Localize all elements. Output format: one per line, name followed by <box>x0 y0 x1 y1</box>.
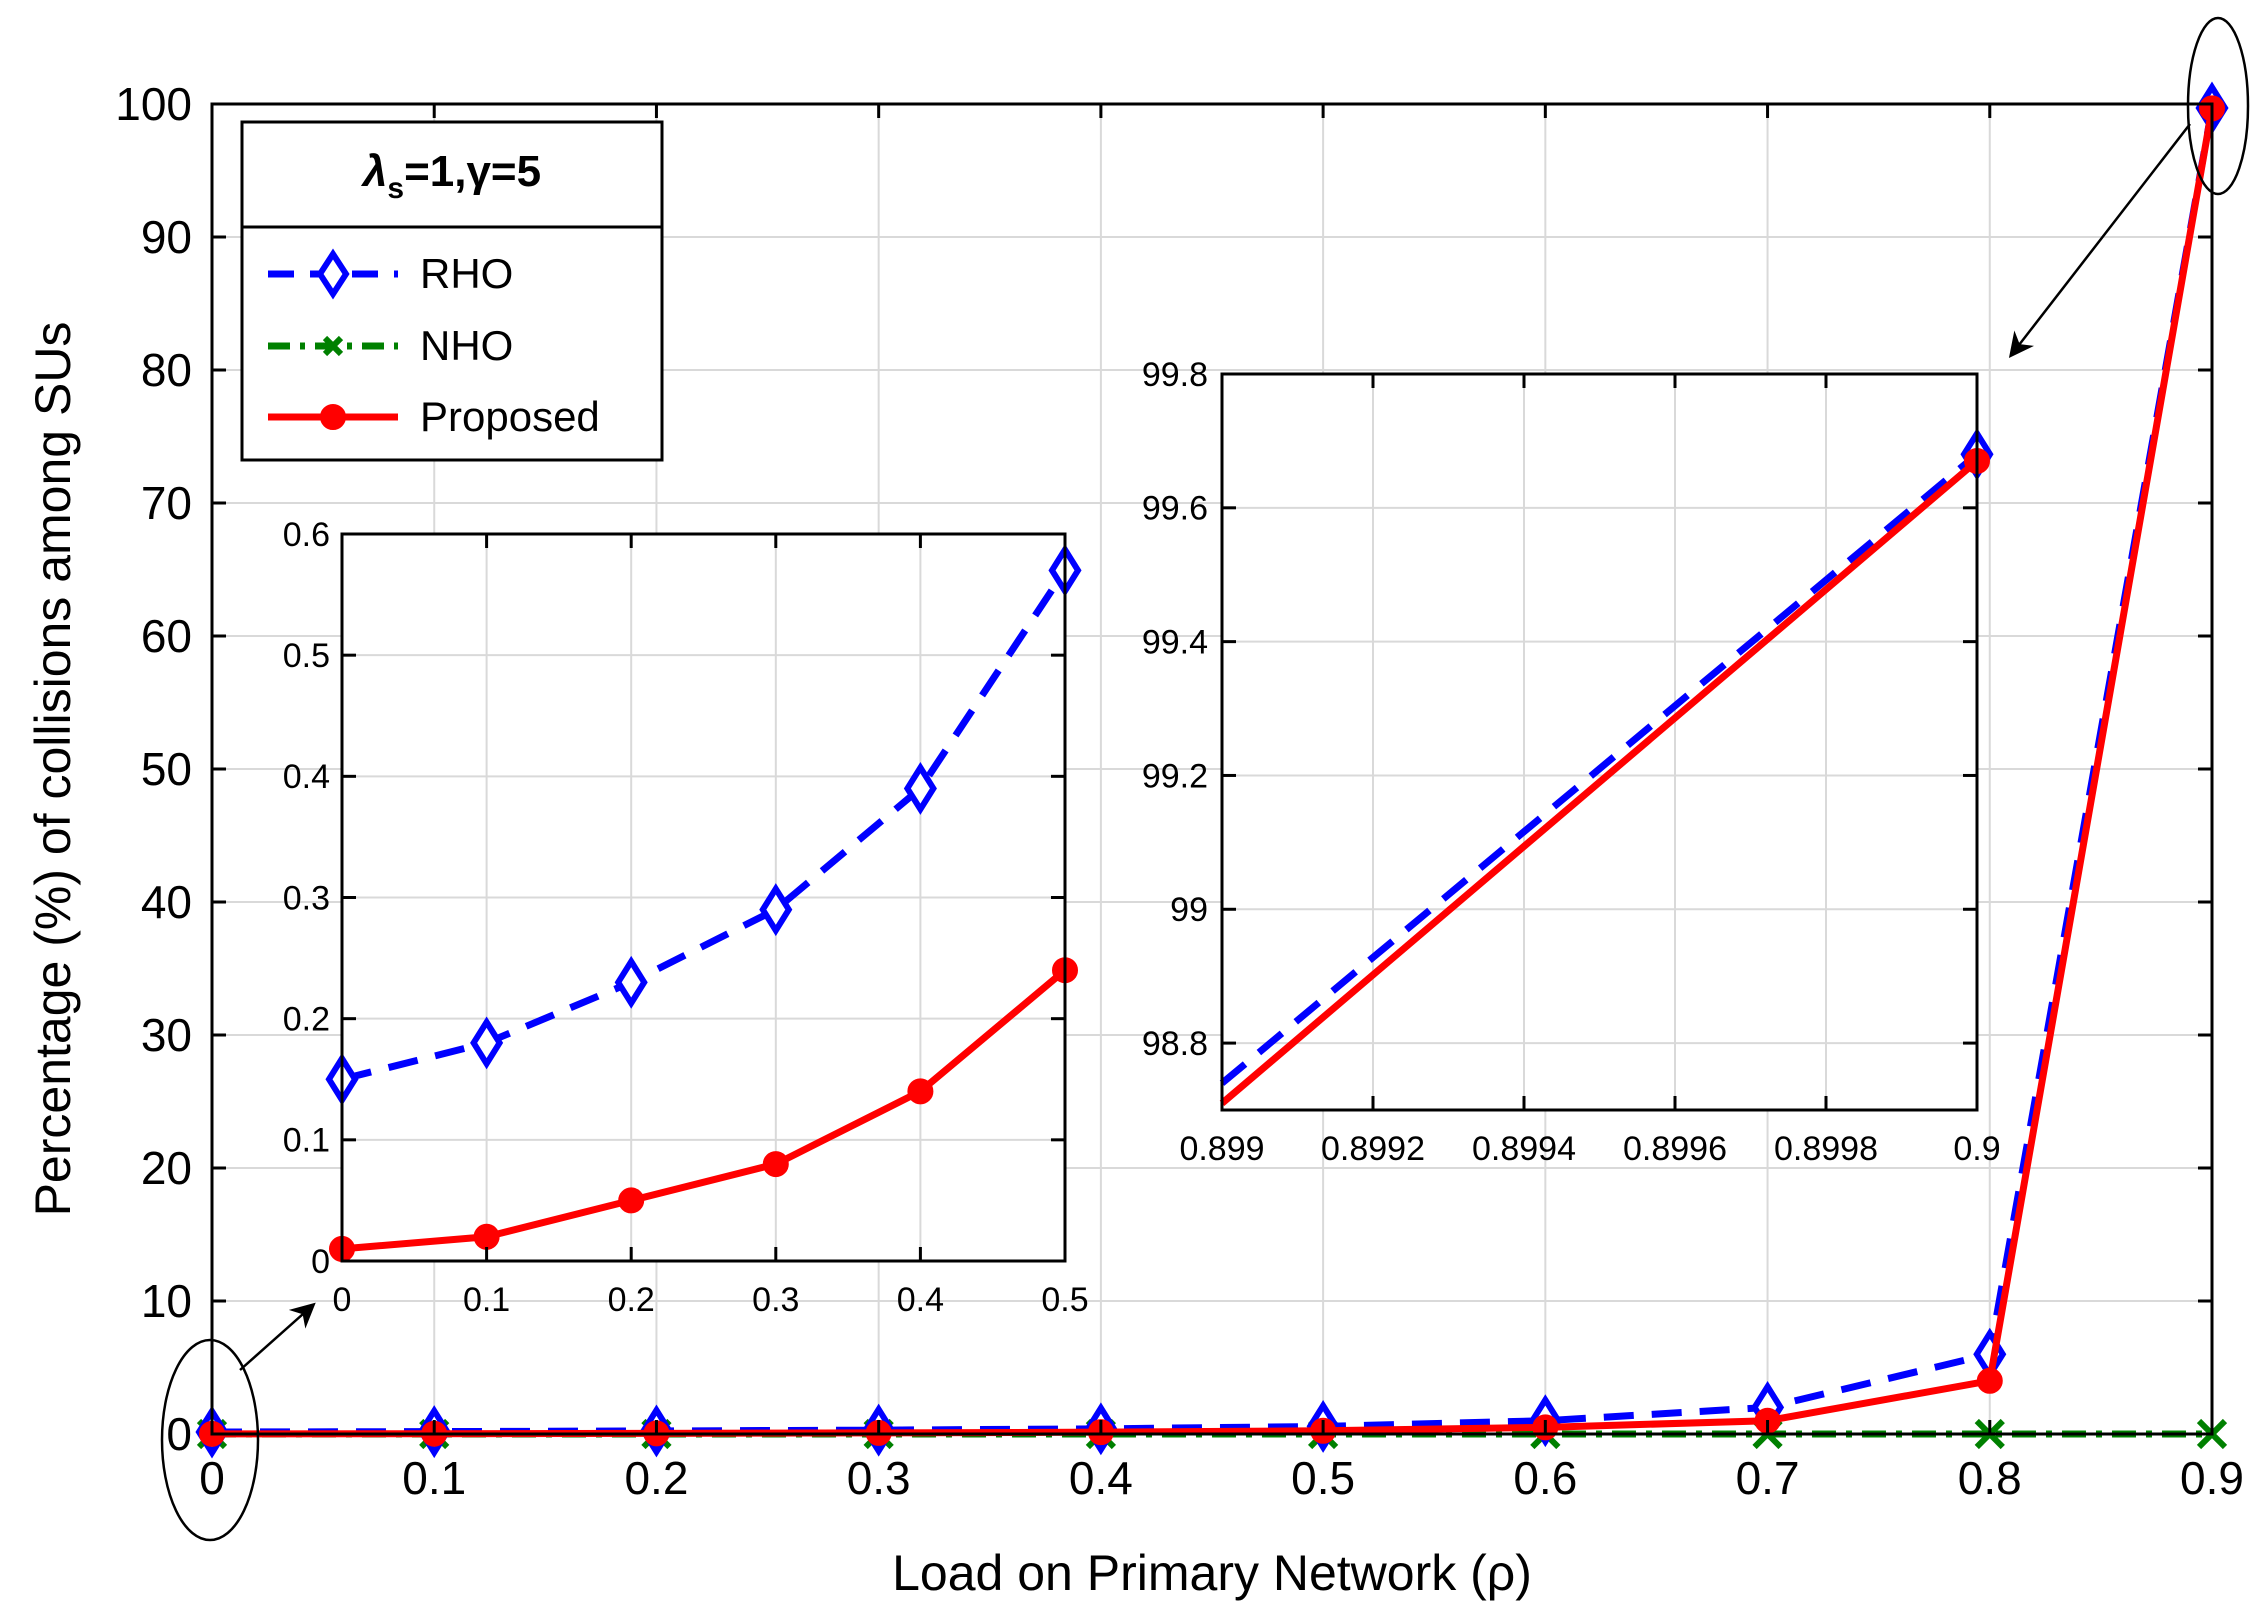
inset-left-y-tick-label: 0.5 <box>283 637 330 675</box>
y-axis-label: Percentage (%) of collisions among SUs <box>25 322 81 1217</box>
main-point-proposed <box>1976 1367 2003 1394</box>
x-axis-label: Load on Primary Network (ρ) <box>892 1545 1532 1601</box>
inset-right-frame <box>1220 372 1979 1112</box>
inset-left-y-tick-label: 0.4 <box>283 758 330 796</box>
legend: λs=1,γ=5 RHO NHO Proposed <box>240 120 664 462</box>
inset-left-series <box>325 543 1082 1262</box>
main-y-tick-label: 70 <box>141 477 192 529</box>
inset-right-y-tick-label: 99 <box>1170 891 1208 929</box>
inset-right-x-tick-label: 0.8994 <box>1472 1130 1576 1168</box>
inset-left-series-line-rho <box>341 568 1068 1083</box>
legend-label-nho: NHO <box>420 322 513 369</box>
inset-left-y-tick-label: 0.3 <box>283 879 330 917</box>
inset-left-point-proposed <box>762 1151 789 1178</box>
inset-left-ticks: 0 0.1 0.2 0.3 0.4 0.5 0 0.1 0.2 0.3 0.4 0.5 0.6 <box>283 516 1089 1319</box>
inset-left-point-rho <box>903 761 937 815</box>
inset-left-x-tick-label: 0 <box>333 1281 352 1319</box>
zoom-arrow-peak <box>2008 123 2191 358</box>
main-y-tick-label: 80 <box>141 344 192 396</box>
zoom-ellipse-peak <box>2186 16 2250 196</box>
inset-right-series-line-rho <box>1219 451 1980 1086</box>
main-x-tick-label: 0.7 <box>1736 1452 1800 1504</box>
legend-entry-proposed: Proposed <box>268 393 600 440</box>
inset-left-series-line-proposed <box>341 967 1068 1253</box>
inset-left-point-proposed <box>907 1078 934 1105</box>
inset-right-y-tick-label: 99.4 <box>1142 624 1208 662</box>
main-y-tick-label: 10 <box>141 1275 192 1327</box>
legend-entry-rho: RHO <box>268 248 513 300</box>
inset-left-y-tick-label: 0.1 <box>283 1122 330 1160</box>
main-y-tick-label: 50 <box>141 743 192 795</box>
inset-right-x-tick-label: 0.8992 <box>1321 1130 1425 1168</box>
inset-left-point-proposed <box>473 1223 500 1250</box>
inset-left-point-rho <box>759 883 793 937</box>
main-x-tick-label: 0.3 <box>847 1452 911 1504</box>
inset-left-point-rho <box>470 1016 504 1070</box>
main-x-tick-label: 0.8 <box>1958 1452 2022 1504</box>
legend-label-rho: RHO <box>420 250 513 297</box>
main-y-tick-label: 40 <box>141 876 192 928</box>
inset-right: 0.899 0.8992 0.8994 0.8996 0.8998 0.9 98.8 99 99… <box>1142 356 2001 1168</box>
inset-right-x-tick-label: 0.8998 <box>1774 1130 1878 1168</box>
inset-left-x-tick-label: 0.3 <box>752 1281 799 1319</box>
inset-left-y-tick-label: 0.2 <box>283 1001 330 1039</box>
inset-right-x-tick-label: 0.9 <box>1953 1130 2000 1168</box>
inset-left-y-tick-label: 0.6 <box>283 516 330 554</box>
main-y-tick-label: 30 <box>141 1009 192 1061</box>
inset-left: 0 0.1 0.2 0.3 0.4 0.5 0 0.1 0.2 0.3 0.4 0.5 0.6 <box>283 516 1089 1319</box>
main-x-tick-label: 0.1 <box>402 1452 466 1504</box>
main-x-tick-label: 0 <box>199 1452 225 1504</box>
inset-left-point-proposed <box>618 1187 645 1214</box>
inset-right-y-tick-label: 99.2 <box>1142 757 1208 795</box>
inset-right-y-tick-label: 99.6 <box>1142 490 1208 528</box>
main-x-tick-label: 0.2 <box>624 1452 688 1504</box>
legend-label-proposed: Proposed <box>420 393 600 440</box>
main-x-tick-label: 0.5 <box>1291 1452 1355 1504</box>
zoom-arrow-origin <box>239 1302 316 1371</box>
inset-right-ticks: 0.899 0.8992 0.8994 0.8996 0.8998 0.9 98.8 99 99… <box>1142 356 2001 1168</box>
inset-left-point-rho <box>614 955 648 1009</box>
inset-right-x-tick-label: 0.8996 <box>1623 1130 1727 1168</box>
inset-left-x-tick-label: 0.4 <box>897 1281 944 1319</box>
inset-right-x-tick-label: 0.899 <box>1179 1130 1264 1168</box>
main-x-tick-label: 0.9 <box>2180 1452 2244 1504</box>
inset-left-x-tick-label: 0.2 <box>608 1281 655 1319</box>
main-x-tick-label: 0.4 <box>1069 1452 1133 1504</box>
main-y-tick-label: 60 <box>141 610 192 662</box>
inset-right-series-line-proposed <box>1219 458 1980 1106</box>
inset-left-x-tick-label: 0.5 <box>1041 1281 1088 1319</box>
main-x-tick-label: 0.6 <box>1513 1452 1577 1504</box>
inset-left-x-tick-label: 0.1 <box>463 1281 510 1319</box>
inset-left-y-tick-label: 0 <box>311 1243 330 1281</box>
main-y-tick-label: 20 <box>141 1142 192 1194</box>
legend-entry-nho: NHO <box>268 322 513 369</box>
inset-right-y-tick-label: 98.8 <box>1142 1025 1208 1063</box>
main-y-tick-label: 90 <box>141 211 192 263</box>
main-y-tick-label: 0 <box>166 1408 192 1460</box>
zoom-ellipse-origin <box>160 1338 260 1542</box>
inset-right-y-tick-label: 99.8 <box>1142 356 1208 394</box>
main-ticks: 0 0.1 0.2 0.3 0.4 0.5 0.6 0.7 0.8 0.9 0 10 20 30 40 50 6… <box>115 78 2244 1504</box>
main-y-tick-label: 100 <box>115 78 192 130</box>
legend-title: λs=1,γ=5 <box>361 147 541 205</box>
